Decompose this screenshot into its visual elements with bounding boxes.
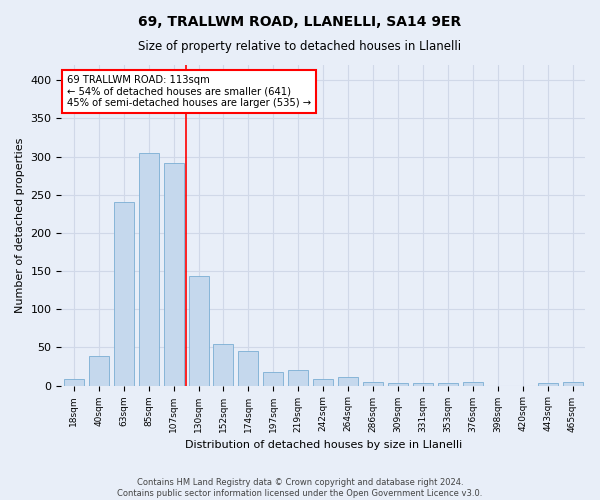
Bar — [139, 153, 158, 386]
Text: Contains HM Land Registry data © Crown copyright and database right 2024.
Contai: Contains HM Land Registry data © Crown c… — [118, 478, 482, 498]
Bar — [563, 382, 583, 386]
Bar — [413, 382, 433, 386]
Bar — [388, 382, 408, 386]
Text: 69 TRALLWM ROAD: 113sqm
← 54% of detached houses are smaller (641)
45% of semi-d: 69 TRALLWM ROAD: 113sqm ← 54% of detache… — [67, 74, 311, 108]
Y-axis label: Number of detached properties: Number of detached properties — [15, 138, 25, 313]
Bar — [188, 276, 209, 386]
Text: Size of property relative to detached houses in Llanelli: Size of property relative to detached ho… — [139, 40, 461, 53]
Bar — [263, 372, 283, 386]
Bar — [313, 380, 333, 386]
X-axis label: Distribution of detached houses by size in Llanelli: Distribution of detached houses by size … — [185, 440, 462, 450]
Bar — [338, 377, 358, 386]
Bar — [89, 356, 109, 386]
Bar — [538, 384, 557, 386]
Bar — [164, 162, 184, 386]
Bar — [463, 382, 483, 386]
Bar — [64, 380, 84, 386]
Text: 69, TRALLWM ROAD, LLANELLI, SA14 9ER: 69, TRALLWM ROAD, LLANELLI, SA14 9ER — [139, 15, 461, 29]
Bar — [438, 384, 458, 386]
Bar — [114, 202, 134, 386]
Bar — [288, 370, 308, 386]
Bar — [238, 351, 259, 386]
Bar — [214, 344, 233, 386]
Bar — [363, 382, 383, 386]
